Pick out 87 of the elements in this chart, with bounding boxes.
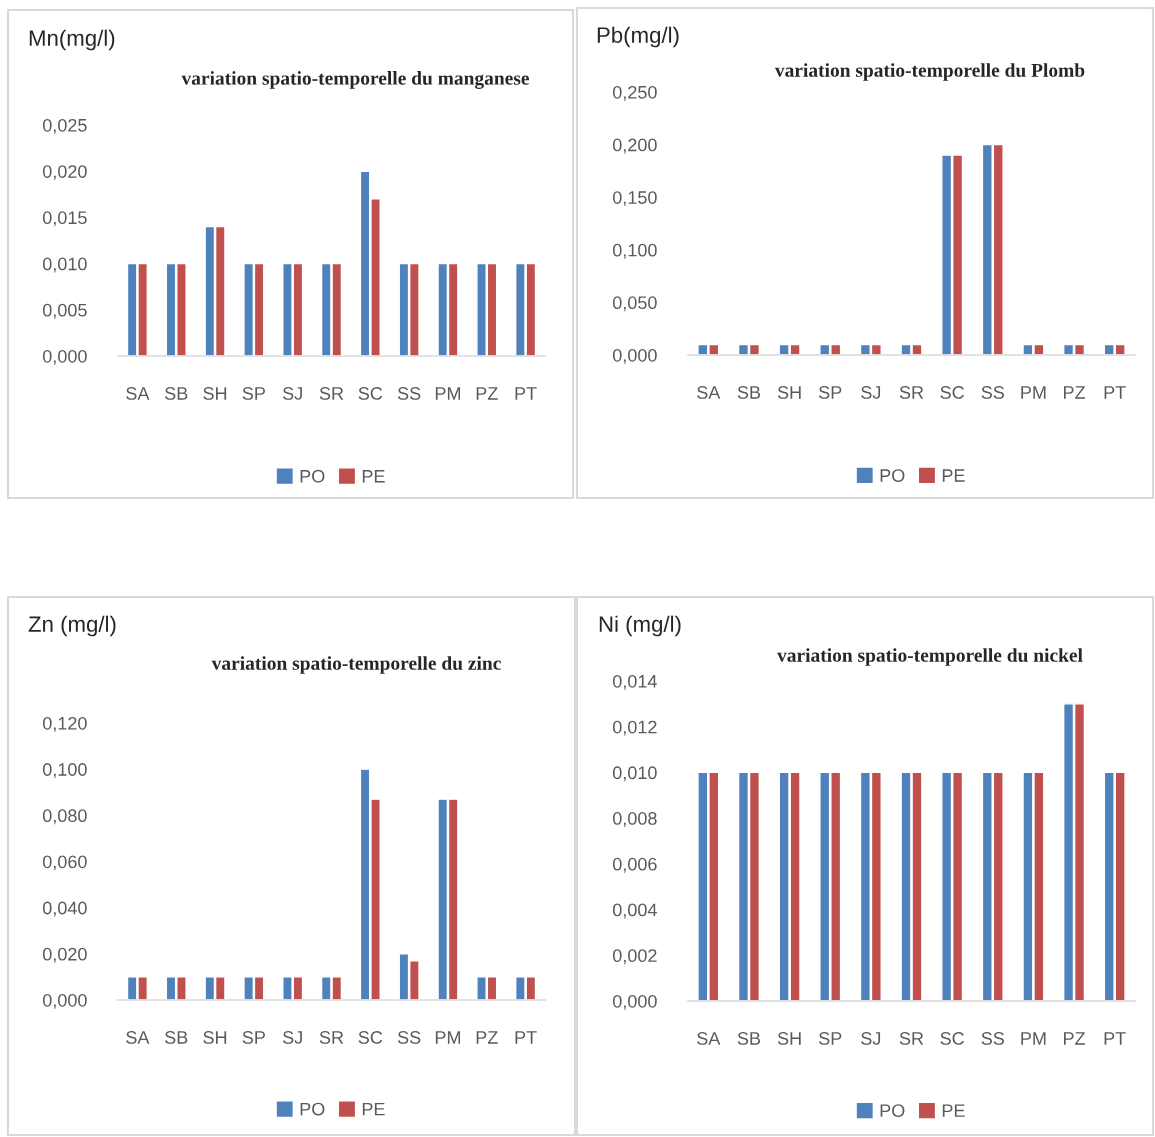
x-tick-label: PM <box>435 387 461 400</box>
x-tick-label: SJ <box>282 387 302 400</box>
y-tick-label: 0,025 <box>42 118 87 134</box>
y-tick-label: 0,000 <box>612 348 657 364</box>
chart-title: variation spatio-temporelle du Plomb <box>774 63 1085 81</box>
y-tick-label: 0,250 <box>612 85 657 101</box>
y-axis-title: Ni (mg/l) <box>599 615 681 637</box>
y-tick-label: 0,120 <box>42 716 87 732</box>
x-tick-label: SJ <box>282 1031 302 1044</box>
y-tick-label: 0,080 <box>42 809 87 825</box>
x-tick-label: PT <box>1104 386 1126 399</box>
y-tick-label: 0,060 <box>42 855 87 871</box>
x-tick-label: PZ <box>476 387 498 400</box>
x-tick-label: SB <box>737 386 761 399</box>
x-tick-label: SP <box>819 1032 842 1045</box>
x-tick-label: PM <box>1021 1032 1046 1045</box>
x-tick-label: PT <box>1104 1032 1126 1045</box>
x-tick-label: SC <box>358 387 383 400</box>
x-tick-label: SR <box>899 386 924 399</box>
y-tick-label: 0,015 <box>42 211 87 227</box>
x-tick-label: SS <box>981 1032 1004 1045</box>
legend-label: PO <box>880 1104 905 1118</box>
y-tick-label: 0,010 <box>42 257 87 273</box>
x-tick-label: SB <box>737 1032 761 1045</box>
y-tick-label: 0,020 <box>42 947 87 963</box>
y-axis-title: Zn (mg/l) <box>28 615 116 637</box>
x-tick-label: SS <box>397 1031 421 1044</box>
x-tick-label: SH <box>777 1032 801 1045</box>
legend-label: PO <box>880 469 905 482</box>
x-tick-label: PZ <box>1063 1032 1086 1045</box>
x-tick-label: SJ <box>861 1032 881 1045</box>
x-tick-label: SS <box>981 386 1004 399</box>
x-tick-label: SH <box>203 1031 227 1044</box>
x-tick-label: PZ <box>476 1031 498 1044</box>
legend-label: PE <box>942 1104 965 1117</box>
x-tick-label: SP <box>819 386 842 399</box>
y-tick-label: 0,100 <box>42 763 87 779</box>
chart-title: variation spatio-temporelle du nickel <box>777 648 1083 666</box>
y-tick-label: 0,014 <box>612 674 657 690</box>
legend-label: PO <box>300 1102 325 1116</box>
y-tick-label: 0,002 <box>612 949 657 965</box>
x-tick-label: SH <box>777 386 801 399</box>
y-tick-label: 0,150 <box>612 191 657 207</box>
y-tick-label: 0,008 <box>612 812 657 827</box>
x-tick-label: SB <box>165 387 188 400</box>
x-tick-label: PM <box>435 1031 461 1044</box>
x-tick-label: PM <box>1021 386 1046 399</box>
x-tick-label: SC <box>358 1031 383 1044</box>
legend-label: PE <box>942 469 965 482</box>
legend-label: PE <box>362 470 385 483</box>
y-tick-label: 0,004 <box>612 903 657 919</box>
chart-title: variation spatio-temporelle du manganese <box>181 71 530 89</box>
x-tick-label: SA <box>126 387 150 400</box>
x-tick-label: SC <box>940 386 964 399</box>
x-tick-label: SS <box>397 387 421 400</box>
y-tick-label: 0,006 <box>612 857 657 873</box>
y-tick-label: 0,000 <box>42 349 87 365</box>
y-tick-label: 0,012 <box>612 720 657 736</box>
y-tick-label: 0,020 <box>42 165 87 181</box>
x-tick-label: SR <box>319 387 344 400</box>
x-tick-label: PT <box>515 1031 537 1044</box>
y-axis-title: Mn(mg/l) <box>29 29 115 51</box>
y-tick-label: 0,005 <box>42 303 87 319</box>
x-tick-label: SC <box>940 1032 964 1045</box>
y-tick-label: 0,000 <box>612 994 657 1010</box>
x-tick-label: SA <box>126 1031 150 1044</box>
x-tick-label: SP <box>242 1031 265 1044</box>
y-axis-title: Pb(mg/l) <box>597 26 679 48</box>
x-tick-label: SR <box>899 1032 924 1045</box>
y-tick-label: 0,100 <box>612 243 657 259</box>
x-tick-label: SJ <box>861 386 881 399</box>
x-tick-label: SB <box>165 1031 188 1044</box>
legend-label: PE <box>362 1102 385 1116</box>
y-tick-label: 0,010 <box>612 766 657 782</box>
y-tick-label: 0,000 <box>42 993 87 1009</box>
y-tick-label: 0,200 <box>612 138 657 154</box>
x-tick-label: PZ <box>1063 386 1086 399</box>
x-tick-label: SP <box>242 387 265 400</box>
x-tick-label: SA <box>697 386 721 399</box>
chart-title: variation spatio-temporelle du zinc <box>211 656 501 674</box>
legend-label: PO <box>300 469 325 483</box>
x-tick-label: SR <box>319 1031 344 1044</box>
y-tick-label: 0,050 <box>612 296 657 312</box>
x-tick-label: PT <box>515 387 537 400</box>
x-tick-label: SA <box>697 1032 721 1045</box>
x-tick-label: SH <box>203 387 227 400</box>
y-tick-label: 0,040 <box>42 901 87 917</box>
